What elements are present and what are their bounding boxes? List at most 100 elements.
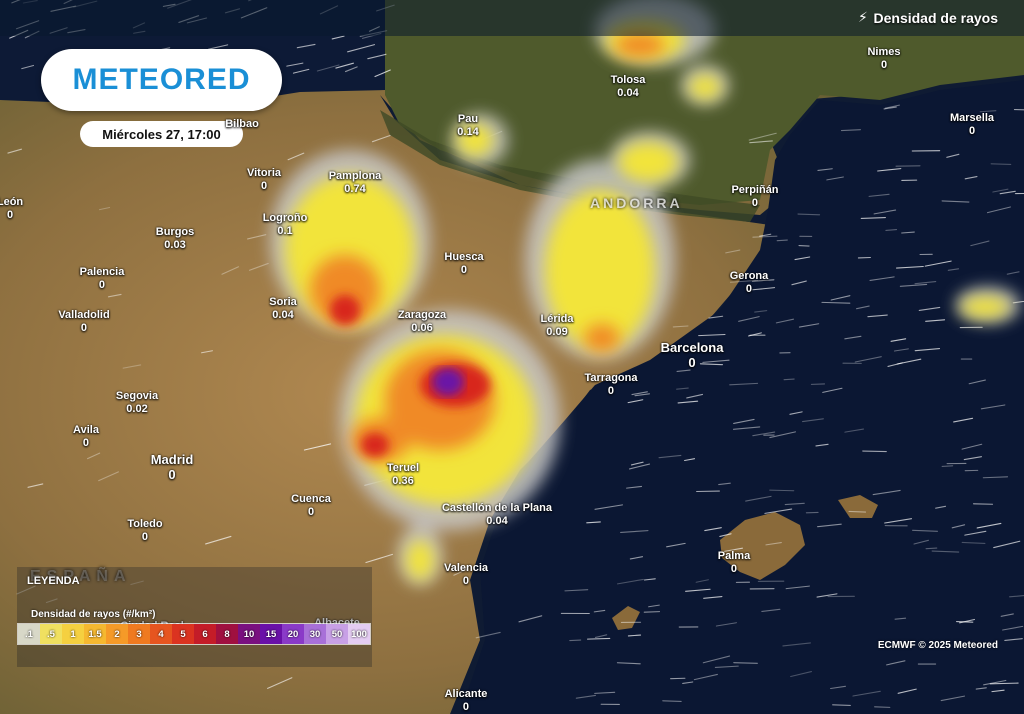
city-label[interactable]: Zaragoza 0.06 xyxy=(398,309,446,335)
wind-streak xyxy=(371,134,391,143)
city-label[interactable]: Cuenca 0 xyxy=(291,493,331,519)
city-label[interactable]: Nimes 0 xyxy=(867,46,900,72)
city-label[interactable]: Marsella 0 xyxy=(950,112,994,138)
wind-streak xyxy=(564,589,589,592)
city-label[interactable]: Teruel 0.36 xyxy=(387,462,419,488)
wind-streak xyxy=(586,637,611,640)
city-name: Pamplona xyxy=(328,170,382,182)
legend-step: 10 xyxy=(238,624,260,644)
wind-streak xyxy=(993,540,1021,549)
city-value: 0 xyxy=(607,385,615,397)
meteored-logo[interactable]: METEORED xyxy=(41,49,282,111)
wind-streak xyxy=(658,454,682,459)
island-ibiza xyxy=(612,606,640,630)
wind-streak xyxy=(703,596,723,599)
wind-streak xyxy=(769,431,796,439)
wind-streak xyxy=(367,53,387,60)
city-label[interactable]: Burgos 0.03 xyxy=(156,226,195,252)
city-name: Huesca xyxy=(444,251,484,263)
wind-streak xyxy=(686,393,704,399)
layer-title[interactable]: Densidad de rayos xyxy=(873,10,999,26)
wind-streak xyxy=(789,411,803,415)
wind-streak xyxy=(947,268,960,271)
city-name: Valencia xyxy=(443,562,489,574)
wind-streak xyxy=(867,314,888,318)
city-label[interactable]: León 0 xyxy=(0,196,23,222)
wind-streak xyxy=(593,609,606,613)
wind-streak xyxy=(702,359,730,363)
wind-streak xyxy=(1013,108,1024,111)
wind-streak xyxy=(986,206,1011,214)
wind-streak xyxy=(719,533,732,538)
wind-streak xyxy=(1006,271,1020,275)
city-name: Segovia xyxy=(115,390,159,402)
city-label[interactable]: Palencia 0 xyxy=(80,266,125,292)
wind-streak xyxy=(815,443,829,447)
city-label[interactable]: Toledo 0 xyxy=(127,518,162,544)
wind-streak xyxy=(643,578,656,581)
legend-title: LEYENDA xyxy=(27,575,80,587)
wind-streak xyxy=(896,358,922,365)
city-label[interactable]: Castellón de la Plana 0.04 xyxy=(442,502,552,528)
wind-streak xyxy=(748,132,777,141)
city-value: 0.04 xyxy=(486,515,508,527)
pyrenees xyxy=(380,110,760,222)
city-label[interactable]: Pamplona 0.74 xyxy=(329,170,382,196)
legend-step: 20 xyxy=(282,624,304,644)
city-label[interactable]: Pau 0.14 xyxy=(457,113,478,139)
city-label[interactable]: Bilbao xyxy=(225,118,259,131)
legend-step: 30 xyxy=(304,624,326,644)
city-label[interactable]: Barcelona 0 xyxy=(661,340,724,370)
wind-streak xyxy=(725,249,741,254)
wind-streak xyxy=(676,369,691,373)
city-name: Gerona xyxy=(729,270,769,282)
wind-streak xyxy=(748,332,762,337)
wind-streak xyxy=(784,502,805,506)
wind-streaks xyxy=(7,0,1024,708)
city-label[interactable]: Vitoria 0 xyxy=(247,167,281,193)
wind-streak xyxy=(666,542,686,548)
city-label[interactable]: Valladolid 0 xyxy=(58,309,109,335)
wind-streak xyxy=(627,634,642,637)
wind-streak xyxy=(873,209,897,215)
city-value: 0.04 xyxy=(272,309,294,321)
city-name: Palencia xyxy=(79,266,125,278)
wind-streak xyxy=(992,188,1009,193)
city-label[interactable]: Huesca 0 xyxy=(444,251,483,277)
wind-streak xyxy=(247,234,267,240)
city-label[interactable]: Soria 0.04 xyxy=(269,296,297,322)
wind-streak xyxy=(935,505,947,509)
city-label[interactable]: Madrid 0 xyxy=(151,452,194,482)
wind-streak xyxy=(852,690,881,697)
wind-streak xyxy=(840,129,861,132)
legend-step: 15 xyxy=(260,624,282,644)
wind-streak xyxy=(27,483,44,488)
island-mallorca xyxy=(720,512,805,580)
city-label[interactable]: Segovia 0.02 xyxy=(116,390,158,416)
city-name: Cuenca xyxy=(291,493,331,505)
city-name: Tolosa xyxy=(610,74,646,86)
city-label[interactable]: Valencia 0 xyxy=(444,562,488,588)
wind-streak xyxy=(884,518,913,524)
city-label[interactable]: Alicante 0 xyxy=(445,688,488,714)
wind-streak xyxy=(918,306,941,311)
wind-streak xyxy=(21,64,35,70)
city-label[interactable]: Lérida 0.09 xyxy=(540,313,573,339)
city-label[interactable]: Tolosa 0.04 xyxy=(611,74,646,100)
city-name: Valladolid xyxy=(58,309,110,321)
wind-streak xyxy=(941,465,954,468)
wind-streak xyxy=(702,655,731,664)
city-label[interactable]: Tarragona 0 xyxy=(585,372,638,398)
legend-step: .1 xyxy=(18,624,40,644)
city-label[interactable]: Logroño 0.1 xyxy=(263,212,308,238)
wind-streak xyxy=(764,508,793,514)
city-value: 0 xyxy=(462,575,470,587)
city-label[interactable]: Avila 0 xyxy=(73,424,99,450)
city-label[interactable]: Palma 0 xyxy=(718,550,750,576)
wind-streak xyxy=(634,393,650,397)
city-label[interactable]: Gerona 0 xyxy=(730,270,769,296)
city-label[interactable]: Perpiñán 0 xyxy=(731,184,778,210)
wind-streak xyxy=(715,622,737,627)
city-name: Bilbao xyxy=(225,118,259,130)
